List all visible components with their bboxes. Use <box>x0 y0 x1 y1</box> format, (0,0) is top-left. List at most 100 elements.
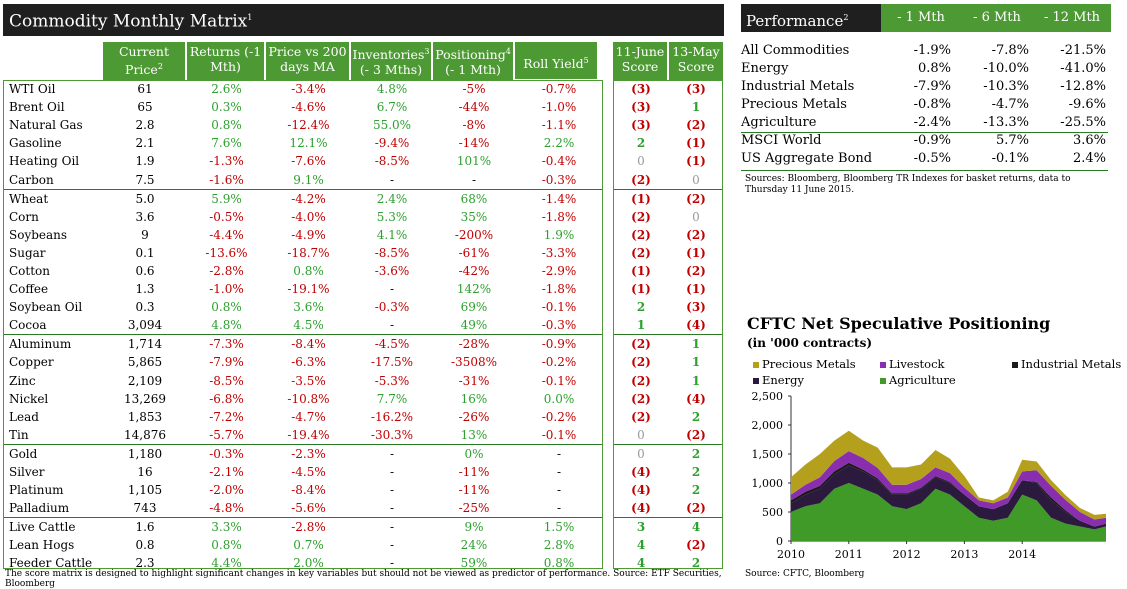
score-table: (3) (3) (3) 1 (3) (2) 2 (1) 0 (1) (2) 0 (1) (2) (2) 0 (2… <box>613 80 723 573</box>
price-vs-ma-cell: 12.1% <box>289 136 328 151</box>
returns-cell: 4.4% <box>211 556 242 571</box>
performance-table: All Commodities -1.9% -7.8% -21.5% Energy 0.8… <box>741 42 1108 168</box>
performance-value: -12.8% <box>1060 79 1106 94</box>
price-vs-ma-cell: -10.8% <box>287 391 330 406</box>
inventories-cell: 2.4% <box>351 188 433 208</box>
returns-cell: -1.3% <box>209 154 244 169</box>
y-tick-label: 1,000 <box>752 477 784 490</box>
performance-value: 5.7% <box>995 133 1029 148</box>
price-cell: 2.3 <box>135 556 155 571</box>
returns-cell: -5.7% <box>209 427 244 442</box>
positioning-cell: 68% <box>433 188 515 208</box>
price-cell: 16 <box>137 465 153 480</box>
score-may-cell: (3) <box>686 300 706 315</box>
score-may-cell: (1) <box>686 136 706 151</box>
roll-yield-cell: - <box>556 483 562 498</box>
price-cell: 0.3 <box>135 300 155 315</box>
y-tick-label: 2,000 <box>752 419 784 432</box>
price-vs-ma-cell: -2.3% <box>266 443 351 463</box>
performance-row: Precious Metals -0.8% -4.7% -9.6% <box>741 96 1108 114</box>
positioning-cell: 24% <box>460 538 488 553</box>
table-row: Carbon 7.5 -1.6% 9.1% - - -0.3% <box>3 170 603 189</box>
inventories-cell: 55.0% <box>372 118 412 133</box>
table-row: Feeder Cattle 2.3 4.4% 2.0% - 59% 0.8% <box>3 554 603 572</box>
performance-value: -0.8% <box>913 97 951 112</box>
price-cell: 9 <box>141 227 149 242</box>
score-row: (1) (1) <box>613 280 723 298</box>
cftc-subtitle: (in '000 contracts) <box>747 336 872 350</box>
performance-sources: Sources: Bloomberg, Bloomberg TR Indexes… <box>745 174 1071 195</box>
score-june-cell: (4) <box>631 465 651 480</box>
score-may-cell: 1 <box>691 100 701 115</box>
table-row: WTI Oil 61 2.6% -3.4% 4.8% -5% -0.7% <box>3 80 603 98</box>
score-row: 0 (2) <box>613 426 723 445</box>
positioning-cell: -5% <box>462 82 486 97</box>
positioning-cell: 142% <box>456 282 492 297</box>
score-row: 2 (1) <box>613 134 723 152</box>
price-cell: 743 <box>133 501 157 516</box>
price-cell: 2,109 <box>127 373 163 388</box>
header-score-june: 11-June Score <box>613 42 667 81</box>
roll-yield-cell: -1.1% <box>541 118 577 133</box>
inventories-cell: - <box>389 282 395 297</box>
score-june-cell: (4) <box>631 501 651 516</box>
positioning-cell: -31% <box>458 373 490 388</box>
table-row: Natural Gas 2.8 0.8% -12.4% 55.0% -8% -1.1% <box>3 116 603 134</box>
roll-yield-cell: -0.3% <box>541 318 577 333</box>
price-cell: 3.6 <box>135 209 155 224</box>
price-vs-ma-cell: -7.6% <box>291 154 326 169</box>
score-row: (2) 0 <box>613 208 723 226</box>
commodity-name: Aluminum <box>3 334 103 354</box>
performance-row: Energy 0.8% -10.0% -41.0% <box>741 60 1108 78</box>
score-row: 1 (4) <box>613 316 723 335</box>
score-june-cell: 0 <box>637 427 645 442</box>
inventories-cell: -16.2% <box>370 409 414 424</box>
commodity-name: Soybeans <box>9 227 68 242</box>
commodity-name: Wheat <box>3 188 103 208</box>
commodity-name: Live Cattle <box>3 517 103 537</box>
price-vs-ma-cell: 0.7% <box>293 538 324 553</box>
returns-cell: -1.6% <box>209 172 244 187</box>
score-row: (1) (2) <box>613 188 723 208</box>
returns-cell: 0.3% <box>211 100 242 115</box>
commodity-name: Zinc <box>9 373 36 388</box>
inventories-cell: 6.7% <box>376 100 408 115</box>
positioning-cell: -26% <box>458 409 490 424</box>
inventories-cell: 4.1% <box>376 227 408 242</box>
table-row: Lead 1,853 -7.2% -4.7% -16.2% -26% -0.2% <box>3 408 603 426</box>
matrix-footnote: The score matrix is designed to highligh… <box>5 569 722 589</box>
performance-label: Agriculture <box>741 115 817 130</box>
returns-cell: 0.8% <box>211 118 242 133</box>
inventories-cell: -5.3% <box>374 373 410 388</box>
score-may-cell: (1) <box>686 154 706 169</box>
score-june-cell: 0 <box>613 443 669 463</box>
price-cell: 7.5 <box>135 172 155 187</box>
legend-livestock: Livestock <box>880 357 944 371</box>
score-may-cell: (2) <box>686 227 706 242</box>
returns-cell: -7.3% <box>187 334 266 354</box>
returns-cell: -7.2% <box>209 409 244 424</box>
inventories-cell: -9.4% <box>374 136 410 151</box>
roll-yield-cell: - <box>556 501 562 516</box>
table-row: Zinc 2,109 -8.5% -3.5% -5.3% -31% -0.1% <box>3 372 603 390</box>
positioning-cell: 0% <box>433 443 515 463</box>
table-row: Cotton 0.6 -2.8% 0.8% -3.6% -42% -2.9% <box>3 262 603 280</box>
performance-value: -10.3% <box>983 79 1029 94</box>
y-tick-label: 500 <box>762 506 783 519</box>
score-row: (2) 0 <box>613 170 723 189</box>
table-row: Soybeans 9 -4.4% -4.9% 4.1% -200% 1.9% <box>3 226 603 244</box>
inventories-cell: -8.5% <box>374 154 410 169</box>
header-price-vs-ma: Price vs 200 days MA <box>266 42 349 81</box>
roll-yield-cell: - <box>515 443 603 463</box>
y-tick-label: 0 <box>776 535 783 548</box>
cftc-title: CFTC Net Speculative Positioning <box>747 314 1051 333</box>
returns-cell: -13.6% <box>205 245 248 260</box>
area-series-energy <box>791 465 1106 530</box>
returns-cell: -2.8% <box>209 263 244 278</box>
price-vs-ma-cell: -4.2% <box>266 188 351 208</box>
x-tick-label: 2013 <box>950 548 978 561</box>
table-row: Coffee 1.3 -1.0% -19.1% - 142% -1.8% <box>3 280 603 298</box>
positioning-cell: 35% <box>460 209 488 224</box>
score-may-cell: (2) <box>686 427 706 442</box>
